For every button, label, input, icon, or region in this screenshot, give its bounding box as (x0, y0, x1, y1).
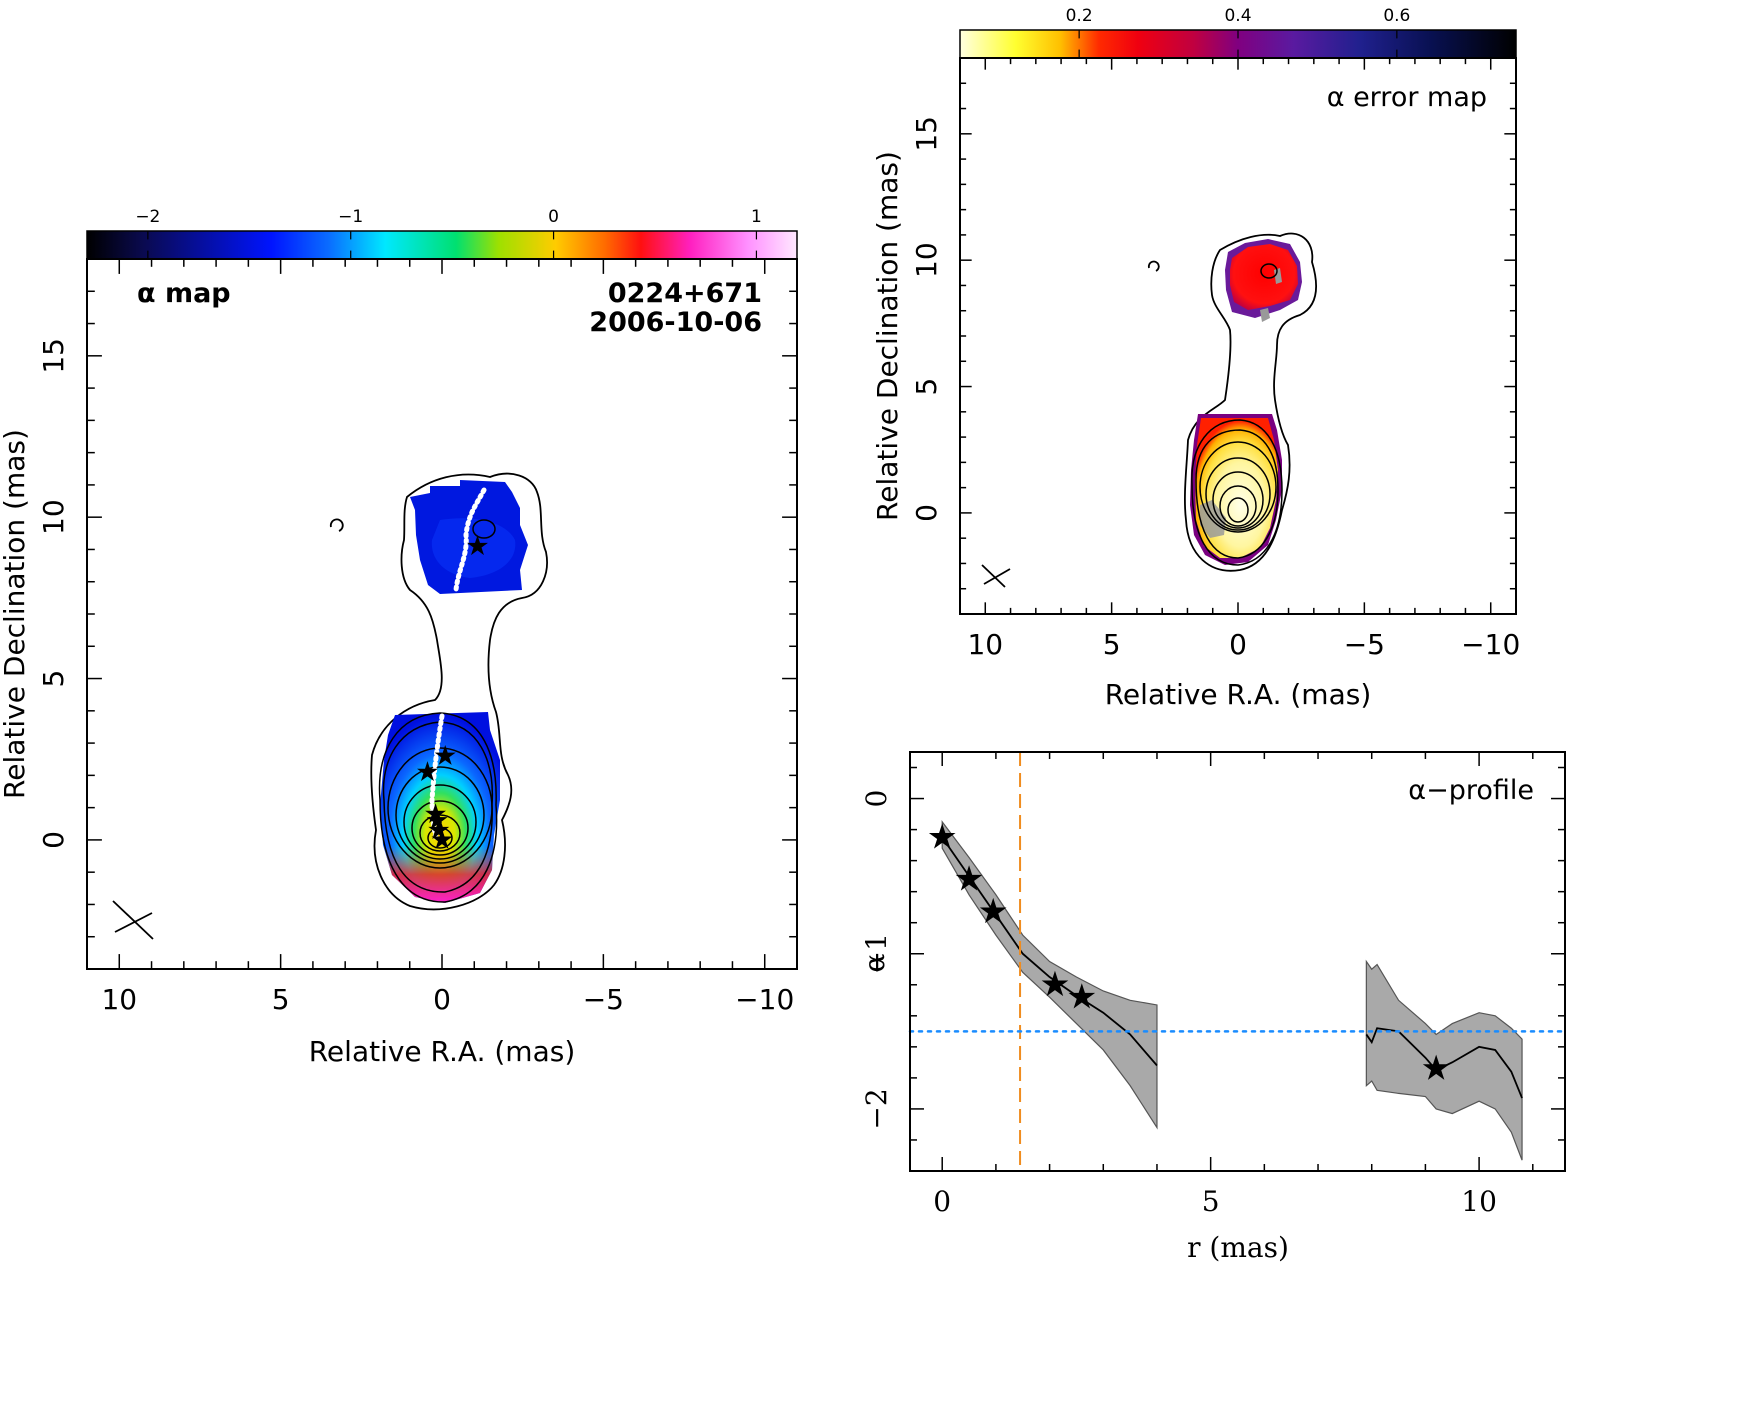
alpha-colorbar-ticks: −2 −1 0 1 (135, 207, 762, 259)
y-tick-label: −2 (860, 1088, 893, 1129)
x-tick-label: 5 (1103, 628, 1121, 661)
colorbar-tick-label: −2 (135, 207, 160, 227)
alpha-profile-line (941, 836, 1158, 1067)
x-tick-label: −5 (1344, 628, 1385, 661)
alpha-error-panel: 0.2 0.4 0.6 10 5 0 −5 −10 0 5 10 15 α error map (871, 6, 1520, 711)
error-map-label: α error map (1327, 82, 1487, 113)
alpha-map-source: 0224+671 (608, 278, 762, 309)
alpha-profile-ylabel: α (858, 953, 891, 972)
y-tick-label: 10 (37, 499, 70, 535)
alpha-map-ylabel: Relative Declination (mas) (0, 429, 31, 799)
error-band (941, 820, 1158, 1130)
alpha-map-beam (112, 900, 154, 940)
x-tick-label: 10 (1461, 1185, 1497, 1218)
alpha-profile-xlabel: r (mas) (1187, 1231, 1289, 1264)
y-tick-label: 5 (910, 378, 943, 396)
error-map-beam (981, 564, 1006, 588)
x-tick-label: 5 (272, 983, 290, 1016)
error-colorbar-ticks: 0.2 0.4 0.6 (1066, 6, 1410, 58)
colorbar-tick-label: −1 (338, 207, 363, 227)
alpha-colorbar (86, 230, 798, 260)
alpha-map-axes: 10 5 0 −5 −10 0 5 10 15 (37, 259, 797, 1016)
alpha-map-label: α map (137, 278, 231, 309)
x-tick-label: 10 (967, 628, 1003, 661)
error-map-axes: 10 5 0 −5 −10 0 5 10 15 (910, 58, 1520, 661)
alpha-profile-label: α−profile (1408, 775, 1534, 806)
colorbar-tick-label: 0.6 (1383, 6, 1410, 26)
x-tick-label: 0 (1229, 628, 1247, 661)
y-tick-label: 5 (37, 670, 70, 688)
y-tick-label: 0 (910, 504, 943, 522)
x-tick-label: 0 (433, 983, 451, 1016)
x-tick-label: 0 (933, 1185, 951, 1218)
alpha-profile-axes: 0 5 10 0 −1 −2 (860, 752, 1565, 1218)
colorbar-tick-label: 0.2 (1066, 6, 1093, 26)
y-tick-label: 0 (37, 831, 70, 849)
error-map-image (981, 232, 1317, 588)
alpha-map-panel: −2 −1 0 1 (0, 207, 798, 1068)
colorbar-tick-label: 0.4 (1224, 6, 1251, 26)
y-tick-label: 10 (910, 242, 943, 278)
x-tick-label: 5 (1202, 1185, 1220, 1218)
x-tick-label: 10 (101, 983, 137, 1016)
error-map-xlabel: Relative R.A. (mas) (1105, 678, 1372, 711)
y-tick-label: 0 (860, 790, 893, 808)
x-tick-label: −10 (735, 983, 794, 1016)
alpha-profile-frame (909, 751, 1566, 1172)
x-tick-label: −5 (583, 983, 624, 1016)
alpha-map-date: 2006-10-06 (589, 307, 762, 338)
alpha-map-xlabel: Relative R.A. (mas) (309, 1035, 576, 1068)
x-tick-label: −10 (1461, 628, 1520, 661)
colorbar-tick-label: 1 (751, 207, 762, 227)
error-band (1365, 959, 1523, 1161)
y-tick-label: 15 (910, 116, 943, 152)
colorbar-tick-label: 0 (548, 207, 559, 227)
y-tick-label: 15 (37, 338, 70, 374)
y-tick-label: −1 (860, 933, 893, 974)
alpha-profile-panel: 0 5 10 0 −1 −2 α−profile r (mas) α (858, 751, 1567, 1264)
alpha-profile-plot (908, 752, 1567, 1171)
error-map-ylabel: Relative Declination (mas) (871, 151, 904, 521)
